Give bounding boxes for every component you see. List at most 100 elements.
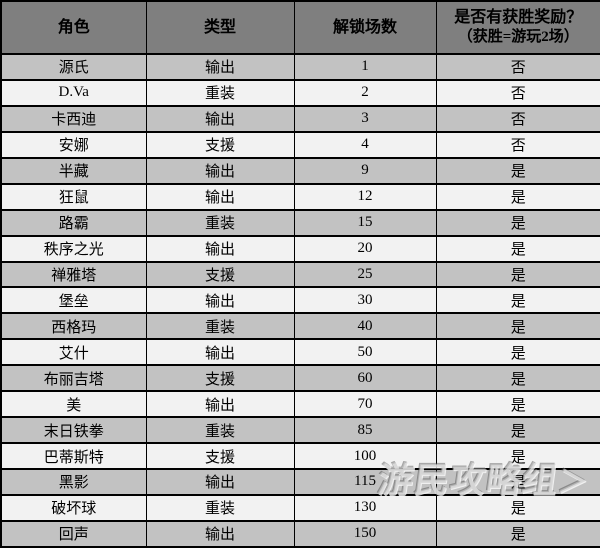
cell-name: 布丽吉塔 [0,364,147,393]
cell-matches: 150 [293,519,437,548]
cell-reward: 是 [435,416,600,445]
table-row: 西格玛 重装 40 是 [0,312,600,341]
table-row: 禅雅塔 支援 25 是 [0,260,600,289]
table-row: 艾什 输出 50 是 [0,338,600,367]
cell-matches: 70 [293,390,437,419]
cell-name: 狂鼠 [0,182,147,211]
cell-name: 卡西迪 [0,104,147,133]
cell-matches: 4 [293,130,437,159]
col-header-matches-label: 解锁场数 [332,18,397,36]
col-header-reward: 是否有获胜奖励？ （获胜=游玩2场） [435,0,600,55]
cell-type: 输出 [145,338,295,367]
cell-type: 支援 [145,442,295,470]
cell-type: 支援 [145,260,295,289]
cell-matches: 25 [293,260,437,289]
col-header-type-label: 类型 [203,18,236,36]
table-row: 堡垒 输出 30 是 [0,286,600,315]
cell-matches: 15 [293,208,437,237]
table-row: 半藏 输出 9 是 [0,156,600,185]
cell-reward: 是 [435,390,600,419]
cell-matches: 12 [293,182,437,211]
cell-reward: 否 [435,53,600,81]
cell-name: 安娜 [0,130,147,159]
cell-reward: 是 [435,493,600,522]
cell-type: 重装 [145,493,295,522]
cell-type: 重装 [145,78,295,107]
cell-matches: 60 [293,364,437,393]
cell-reward: 否 [435,130,600,159]
cell-type: 输出 [145,156,295,185]
cell-matches: 9 [293,156,437,185]
cell-reward: 是 [435,208,600,237]
cell-name: 秩序之光 [0,234,147,263]
cell-name: 破坏球 [0,493,147,522]
table-row: 秩序之光 输出 20 是 [0,234,600,263]
col-header-matches: 解锁场数 [293,0,437,55]
table-row: 安娜 支援 4 否 [0,130,600,159]
cell-matches: 100 [293,442,437,470]
cell-reward: 是 [435,182,600,211]
col-header-role: 角色 [0,0,147,55]
cell-reward: 是 [435,338,600,367]
table-row: 黑影 输出 115 是 [0,468,600,496]
cell-name: 源氏 [0,53,147,81]
cell-matches: 50 [293,338,437,367]
cell-name: D.Va [0,78,147,107]
cell-reward: 是 [435,442,600,470]
cell-matches: 85 [293,416,437,445]
cell-reward: 否 [435,78,600,107]
cell-matches: 20 [293,234,437,263]
cell-matches: 40 [293,312,437,341]
cell-matches: 3 [293,104,437,133]
cell-matches: 30 [293,286,437,315]
cell-type: 重装 [145,312,295,341]
cell-matches: 2 [293,78,437,107]
cell-reward: 是 [435,364,600,393]
col-header-reward-subtitle: （获胜=游玩2场） [457,29,579,46]
cell-type: 输出 [145,182,295,211]
table-row: 破坏球 重装 130 是 [0,493,600,522]
cell-type: 重装 [145,416,295,445]
cell-name: 禅雅塔 [0,260,147,289]
cell-reward: 是 [435,260,600,289]
cell-reward: 是 [435,468,600,496]
cell-name: 巴蒂斯特 [0,442,147,470]
cell-name: 路霸 [0,208,147,237]
cell-name: 黑影 [0,468,147,496]
cell-type: 输出 [145,519,295,548]
cell-name: 堡垒 [0,286,147,315]
cell-matches: 1 [293,53,437,81]
header-row: 角色 类型 解锁场数 是否有获胜奖励？ （获胜=游玩2场） [0,0,600,55]
col-header-role-label: 角色 [57,18,90,36]
table-body: 源氏 输出 1 否 D.Va 重装 2 否卡西迪 输出 3 否安娜 支援 4 否半藏 输出 9 是狂鼠 输出 12 是… [0,53,600,548]
cell-name: 美 [0,390,147,419]
table-row: 卡西迪 输出 3 否 [0,104,600,133]
table-row: 美输出 70 是 [0,390,600,419]
table-row: D.Va 重装 2 否 [0,78,600,107]
table-row: 路霸 重装 15 是 [0,208,600,237]
col-header-reward-label: 是否有获胜奖励？ [454,9,583,27]
cell-type: 输出 [145,53,295,81]
table-row: 源氏 输出 1 否 [0,53,600,81]
cell-reward: 是 [435,286,600,315]
table-row: 狂鼠 输出 12 是 [0,182,600,211]
cell-type: 支援 [145,130,295,159]
cell-reward: 是 [435,156,600,185]
cell-type: 输出 [145,104,295,133]
cell-name: 西格玛 [0,312,147,341]
cell-type: 输出 [145,234,295,263]
cell-type: 输出 [145,286,295,315]
table-row: 布丽吉塔 支援 60 是 [0,364,600,393]
cell-name: 回声 [0,519,147,548]
cell-matches: 130 [293,493,437,522]
col-header-type: 类型 [145,0,295,55]
cell-name: 艾什 [0,338,147,367]
cell-reward: 是 [435,234,600,263]
table-row: 回声 输出 150 是 [0,519,600,548]
cell-reward: 是 [435,519,600,548]
cell-type: 重装 [145,208,295,237]
table-row: 巴蒂斯特 支援 100 是 [0,442,600,470]
cell-reward: 否 [435,104,600,133]
